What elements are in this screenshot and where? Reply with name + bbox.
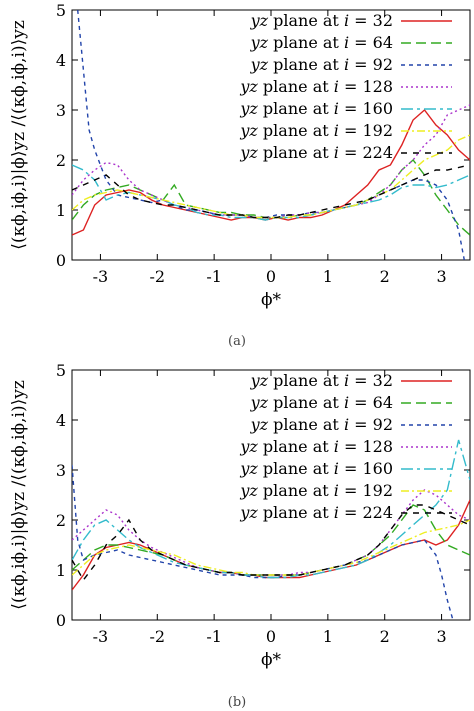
legend-label-0: yz plane at i = 32 bbox=[250, 371, 393, 390]
y-tick-label: 5 bbox=[56, 1, 66, 20]
y-tick-label: 4 bbox=[56, 51, 66, 70]
x-tick-label: 3 bbox=[436, 627, 446, 646]
legend-label-2: yz plane at i = 92 bbox=[250, 415, 393, 434]
legend-label-4: yz plane at i = 160 bbox=[239, 459, 393, 478]
x-axis-label: ϕ* bbox=[261, 290, 282, 310]
y-tick-label: 2 bbox=[56, 151, 66, 170]
x-tick-label: 3 bbox=[436, 267, 446, 286]
legend-label-0: yz plane at i = 32 bbox=[250, 11, 393, 30]
series-line-5 bbox=[72, 519, 470, 576]
x-tick-label: -1 bbox=[206, 627, 222, 646]
x-tick-label: -2 bbox=[149, 267, 165, 286]
legend-label-3: yz plane at i = 128 bbox=[239, 77, 393, 96]
y-tick-label: 4 bbox=[56, 411, 66, 430]
y-tick-label: 1 bbox=[56, 561, 66, 580]
x-tick-label: 2 bbox=[380, 627, 390, 646]
legend-label-3: yz plane at i = 128 bbox=[239, 437, 393, 456]
x-tick-label: -2 bbox=[149, 627, 165, 646]
y-axis-label: ⟨(κϕ,iϕ,i)|ϕ⟩yz /⟨(κϕ,iϕ,i)⟩yz bbox=[9, 20, 29, 250]
caption-b: (b) bbox=[228, 695, 246, 710]
y-tick-label: 1 bbox=[56, 201, 66, 220]
legend-label-6: yz plane at i = 224 bbox=[239, 143, 393, 162]
series-line-5 bbox=[72, 134, 470, 219]
x-tick-label: 0 bbox=[266, 267, 276, 286]
y-tick-label: 5 bbox=[56, 361, 66, 380]
legend-label-1: yz plane at i = 64 bbox=[250, 33, 393, 52]
series-group bbox=[72, 10, 470, 260]
legend-label-2: yz plane at i = 92 bbox=[250, 55, 393, 74]
y-tick-label: 2 bbox=[56, 511, 66, 530]
series-line-6 bbox=[72, 164, 470, 219]
series-line-2 bbox=[72, 464, 454, 620]
x-tick-label: -1 bbox=[206, 267, 222, 286]
y-tick-label: 3 bbox=[56, 101, 66, 120]
legend-label-6: yz plane at i = 224 bbox=[239, 503, 393, 522]
panel-b: 0 1 2 3 4 5 -3 -2 -1 0 1 2 3 yz plane at i = 32 yz pla… bbox=[9, 361, 471, 670]
legend-label-5: yz plane at i = 192 bbox=[239, 121, 393, 140]
series-line-1 bbox=[72, 158, 470, 236]
series-line-4 bbox=[72, 439, 470, 579]
x-axis-label: ϕ* bbox=[261, 650, 282, 670]
x-tick-label: 2 bbox=[380, 267, 390, 286]
legend-label-5: yz plane at i = 192 bbox=[239, 481, 393, 500]
x-tick-label: -3 bbox=[93, 627, 109, 646]
y-tick-label: 0 bbox=[56, 611, 66, 630]
y-tick-label: 3 bbox=[56, 461, 66, 480]
caption-a: (a) bbox=[228, 334, 246, 349]
series-line-3 bbox=[72, 104, 470, 219]
x-tick-label: -3 bbox=[93, 267, 109, 286]
y-axis-label: ⟨(κϕ,iϕ,i)|ϕ⟩yz /⟨(κϕ,iϕ,i)⟩yz bbox=[9, 380, 29, 610]
x-tick-label: 1 bbox=[323, 627, 333, 646]
series-line-0 bbox=[72, 108, 470, 236]
legend-label-1: yz plane at i = 64 bbox=[250, 393, 393, 412]
legend-label-4: yz plane at i = 160 bbox=[239, 99, 393, 118]
x-tick-label: 1 bbox=[323, 267, 333, 286]
panel-a: 0 1 2 3 4 5 -3 -2 -1 0 1 2 3 yz plane at i = 32 yz pla… bbox=[9, 1, 471, 310]
x-tick-label: 0 bbox=[266, 627, 276, 646]
y-tick-label: 0 bbox=[56, 251, 66, 270]
